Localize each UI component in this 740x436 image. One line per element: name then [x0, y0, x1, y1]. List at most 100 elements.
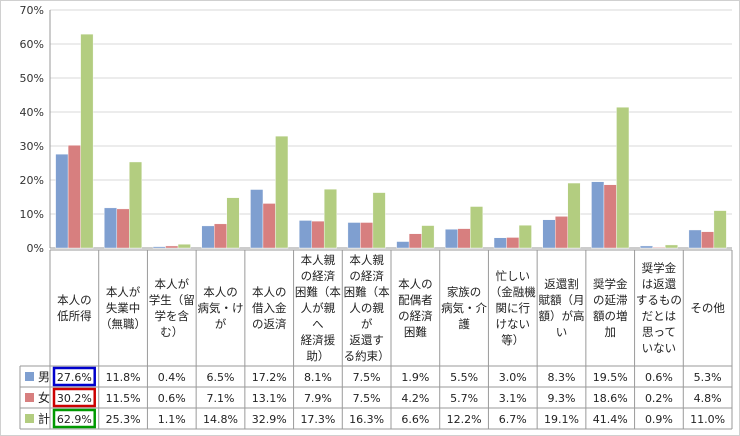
y-tick-label: 50% — [20, 72, 44, 85]
value-label: 25.3% — [106, 413, 141, 426]
category-label-line: の経済 — [398, 309, 433, 323]
category-label-13: その他 — [690, 301, 725, 315]
value-label: 11.5% — [106, 392, 141, 405]
bar-計-7 — [421, 225, 435, 249]
category-label-line: 病気・介 — [441, 301, 487, 315]
bar-女-4 — [262, 203, 276, 249]
value-label: 6.6% — [401, 413, 429, 426]
category-label-line: 忙しい — [496, 269, 531, 283]
value-label: 41.4% — [593, 413, 628, 426]
value-label: 0.6% — [158, 392, 186, 405]
category-label-line: 奨学金 — [642, 261, 677, 275]
category-label-line: 額の増 — [593, 309, 628, 323]
category-label-line: る約束） — [344, 349, 390, 363]
category-label-6: 本人親の経済困難（本人の親が返還する約束） — [344, 253, 390, 363]
value-label: 1.9% — [401, 371, 429, 384]
bar-計-1 — [129, 161, 143, 249]
value-label: 3.0% — [499, 371, 527, 384]
category-label-line: は返還 — [642, 277, 677, 291]
category-label-line: へ — [312, 317, 324, 331]
category-label-10: 返還割賦額（月額）が高い — [539, 277, 585, 339]
value-label: 19.5% — [593, 371, 628, 384]
bar-男-7 — [396, 241, 410, 249]
value-label: 7.9% — [304, 392, 332, 405]
category-label-line: の経済 — [349, 269, 384, 283]
bar-計-11 — [616, 107, 630, 249]
category-label-0: 本人の低所得 — [57, 293, 92, 323]
y-tick-label: 70% — [20, 4, 44, 17]
category-label-line: が — [215, 317, 227, 331]
category-label-line: 本人の — [252, 285, 287, 299]
category-label-line: い — [556, 325, 568, 339]
value-label: 8.3% — [548, 371, 576, 384]
category-label-line: 病気・け — [198, 301, 244, 315]
value-label: 4.8% — [694, 392, 722, 405]
category-label-line: 本人が — [155, 277, 190, 291]
category-label-line: 失業中 — [106, 301, 141, 315]
value-label: 4.2% — [401, 392, 429, 405]
category-label-line: 助） — [306, 349, 329, 363]
category-label-8: 家族の病気・介護 — [441, 285, 487, 331]
category-label-line: の経済 — [301, 269, 336, 283]
value-label: 32.9% — [252, 413, 287, 426]
bar-男-0 — [55, 153, 69, 249]
category-label-line: 経済援 — [301, 333, 336, 347]
category-label-9: 忙しい （金融機関に行けない等） — [490, 269, 536, 347]
category-label-line: 困難（本 — [295, 285, 341, 299]
category-label-line: 配偶者 — [398, 293, 433, 307]
category-label-line: 人の親 — [349, 301, 384, 315]
category-label-line: 等） — [501, 333, 524, 347]
category-label-4: 本人の借入金の返済 — [252, 285, 287, 331]
legend-swatch-女 — [25, 393, 34, 402]
bar-女-13 — [701, 231, 715, 249]
bar-男-4 — [250, 189, 264, 249]
bar-女-6 — [360, 222, 374, 249]
value-label: 7.1% — [207, 392, 235, 405]
category-label-line: 借入金 — [252, 301, 287, 315]
category-label-line: 学生（留 — [149, 293, 195, 307]
category-label-line: その他 — [690, 301, 725, 315]
value-label: 9.3% — [548, 392, 576, 405]
value-label: 6.5% — [207, 371, 235, 384]
value-label: 0.9% — [645, 413, 673, 426]
category-label-line: 困難（本 — [344, 285, 390, 299]
category-label-11: 奨学金の延滞額の増加 — [593, 277, 628, 339]
bar-女-0 — [67, 145, 81, 249]
legend-swatch-計 — [25, 414, 34, 423]
value-label: 27.6% — [57, 371, 92, 384]
category-label-2: 本人が学生（留学を含む） — [149, 277, 195, 339]
category-label-line: の返済 — [252, 317, 287, 331]
bar-女-8 — [457, 228, 471, 249]
value-label: 0.4% — [158, 371, 186, 384]
y-tick-label: 40% — [20, 106, 44, 119]
bar-計-13 — [713, 210, 727, 249]
bar-男-12 — [639, 245, 653, 249]
category-label-line: するもの — [636, 293, 682, 307]
y-tick-label: 20% — [20, 174, 44, 187]
value-label: 7.5% — [353, 371, 381, 384]
bar-男-5 — [298, 220, 312, 249]
legend-label-女: 女 — [38, 390, 50, 405]
value-label: 11.8% — [106, 371, 141, 384]
category-label-line: 本人親 — [349, 253, 384, 267]
bar-男-11 — [591, 181, 605, 249]
category-label-line: 本人が — [106, 285, 141, 299]
highlight-box-0 — [52, 366, 96, 387]
category-label-12: 奨学金は返還するものだとは思っていない — [636, 261, 682, 355]
value-label: 11.0% — [690, 413, 725, 426]
bar-計-9 — [518, 225, 532, 249]
bar-女-7 — [408, 233, 422, 249]
bar-計-2 — [177, 244, 191, 249]
bar-計-4 — [275, 135, 289, 249]
highlight-box-1 — [52, 387, 96, 408]
bar-男-1 — [104, 207, 118, 249]
y-tick-label: 60% — [20, 38, 44, 51]
bar-計-5 — [323, 188, 337, 249]
y-tick-label: 30% — [20, 140, 44, 153]
category-label-line: 困難 — [404, 325, 427, 339]
value-label: 17.3% — [300, 413, 335, 426]
category-label-line: 奨学金 — [593, 277, 628, 291]
bar-男-8 — [445, 229, 459, 249]
category-label-line: 関に行 — [496, 301, 531, 315]
category-label-line: 本人の — [398, 277, 433, 291]
